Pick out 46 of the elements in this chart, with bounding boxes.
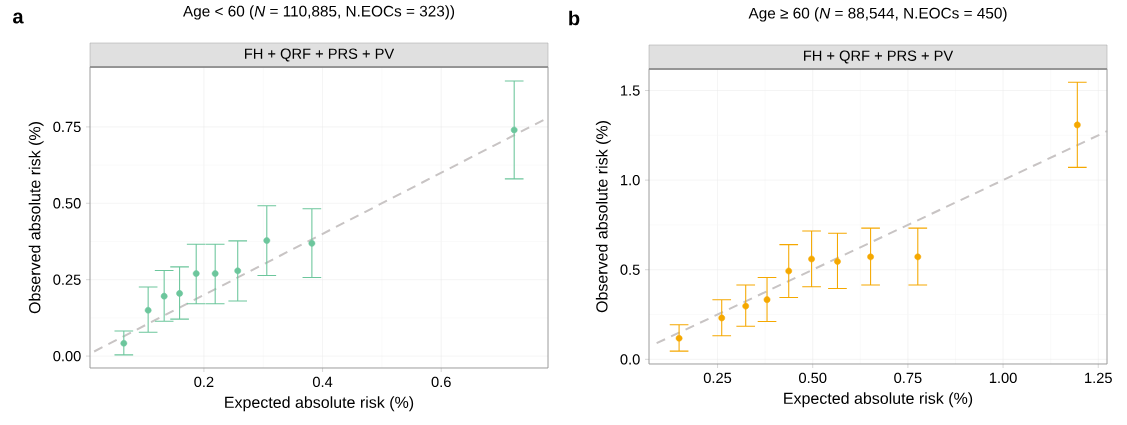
x-tick-label: 1.00 [989,372,1017,384]
text: b [569,10,580,26]
y-axis-title: Observed absolute risk (%) [595,121,611,313]
x-axis-title: Expected absolute risk (%) [784,392,973,408]
chart-title: Age < 60 (N = 110,885, N.EOCs = 323)) [183,5,455,20]
x-tick-label: 0.75 [894,372,922,384]
point [675,334,683,342]
x-tick-label: 1.25 [1085,372,1112,384]
x-tick-label: 0.4 [312,376,333,388]
point [263,237,271,244]
y-tick-label: 0.25 [53,274,81,285]
point [211,270,219,277]
point [742,302,750,310]
chart-subtitle: FH + QRF + PRS + PV [804,50,954,64]
point [120,339,128,347]
point [785,267,793,275]
point [176,290,183,297]
point [763,296,771,303]
chart-title: Age ≥ 60 (N = 88,544, N.EOCs = 450) [748,7,1007,22]
point [914,253,922,261]
point [1073,121,1081,129]
x-tick-label: 0.50 [799,372,827,384]
y-tick-label: 0.00 [53,350,81,362]
x-axis-title: Expected absolute risk (%) [225,396,414,412]
y-tick-label: 0.5 [620,264,640,275]
point [144,306,152,314]
point [192,270,200,277]
point [718,314,726,322]
x-tick-label: 0.25 [703,372,732,384]
x-tick-label: 0.6 [431,376,451,388]
y-tick-label: 0.50 [53,198,81,209]
point [160,292,168,300]
y-tick-label: 1.0 [621,174,640,186]
chart-subtitle: FH + QRF + PRS + PV [245,48,395,62]
text: a [13,12,24,24]
y-tick-label: 0.75 [53,121,81,133]
x-tick-label: 0.2 [194,376,214,388]
y-axis-title: Observed absolute risk (%) [28,122,44,314]
y-tick-label: 0.0 [620,354,640,365]
point [510,126,518,134]
y-tick-label: 1.5 [621,85,640,96]
point [808,255,815,263]
point [834,258,841,265]
point [234,267,242,275]
point [867,253,874,261]
point [308,239,316,247]
